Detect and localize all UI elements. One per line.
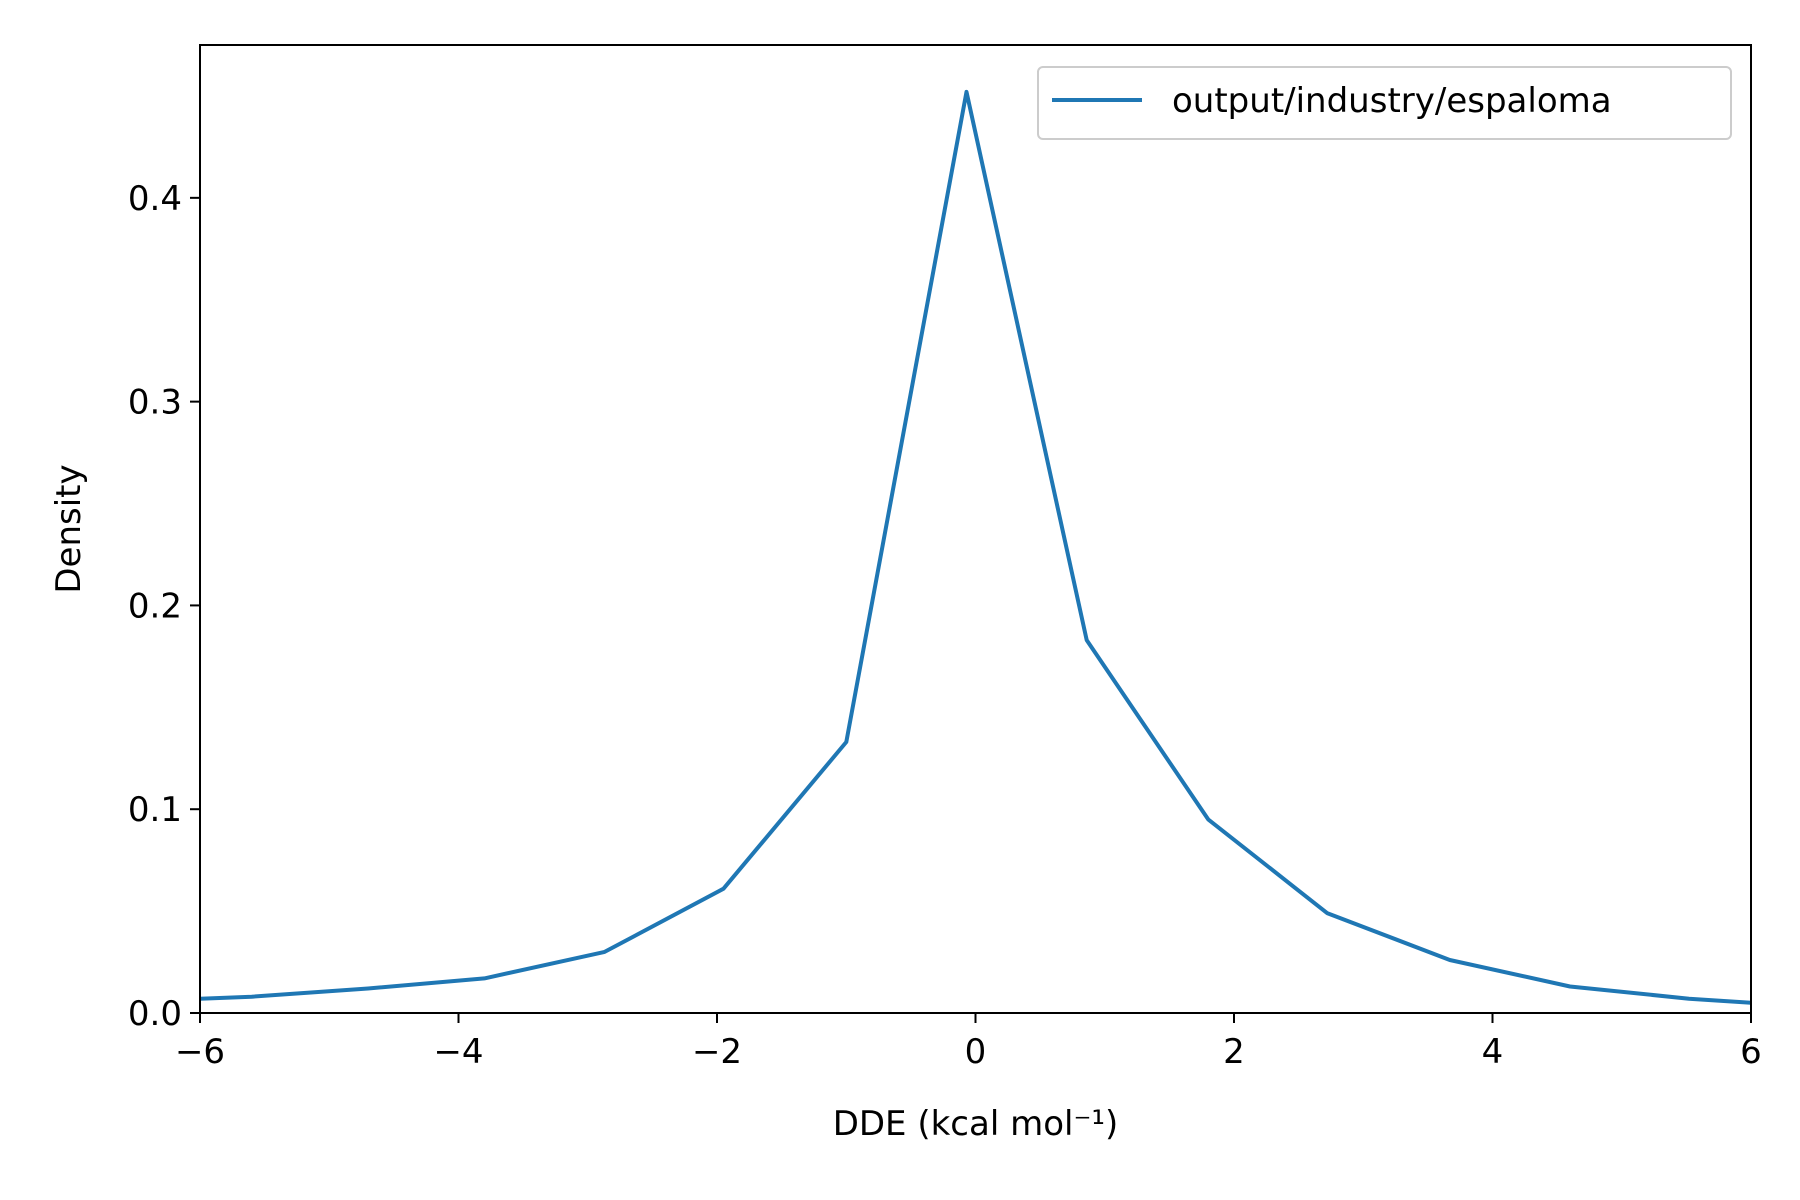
x-tick-label: 2 bbox=[1223, 1032, 1245, 1072]
plot-area bbox=[200, 89, 1751, 1005]
y-tick-label: 0.0 bbox=[128, 994, 182, 1034]
legend-box bbox=[1037, 66, 1732, 140]
series-line-0 bbox=[200, 89, 1751, 1005]
y-tick-label: 0.2 bbox=[128, 586, 182, 626]
legend-series-label: output/industry/espaloma bbox=[1172, 81, 1612, 121]
x-axis-ticks: −6 −4 −2 0 2 4 6 bbox=[175, 1013, 1762, 1072]
y-tick-label: 0.3 bbox=[128, 383, 182, 423]
x-tick-label: 0 bbox=[965, 1032, 987, 1072]
axes-frame bbox=[199, 44, 1752, 1014]
y-tick-label: 0.4 bbox=[128, 179, 182, 219]
x-tick-label: −4 bbox=[433, 1032, 483, 1072]
y-axis-ticks: 0.0 0.1 0.2 0.3 0.4 bbox=[128, 179, 200, 1034]
x-tick-label: −6 bbox=[175, 1032, 225, 1072]
y-axis-label: Density bbox=[49, 464, 89, 593]
x-tick-label: 6 bbox=[1740, 1032, 1762, 1072]
y-tick-label: 0.1 bbox=[128, 790, 182, 830]
x-axis-label: DDE (kcal mol⁻¹) bbox=[833, 1104, 1119, 1144]
legend: output/industry/espaloma bbox=[1037, 66, 1732, 140]
x-tick-label: −2 bbox=[692, 1032, 742, 1072]
x-tick-label: 4 bbox=[1482, 1032, 1504, 1072]
